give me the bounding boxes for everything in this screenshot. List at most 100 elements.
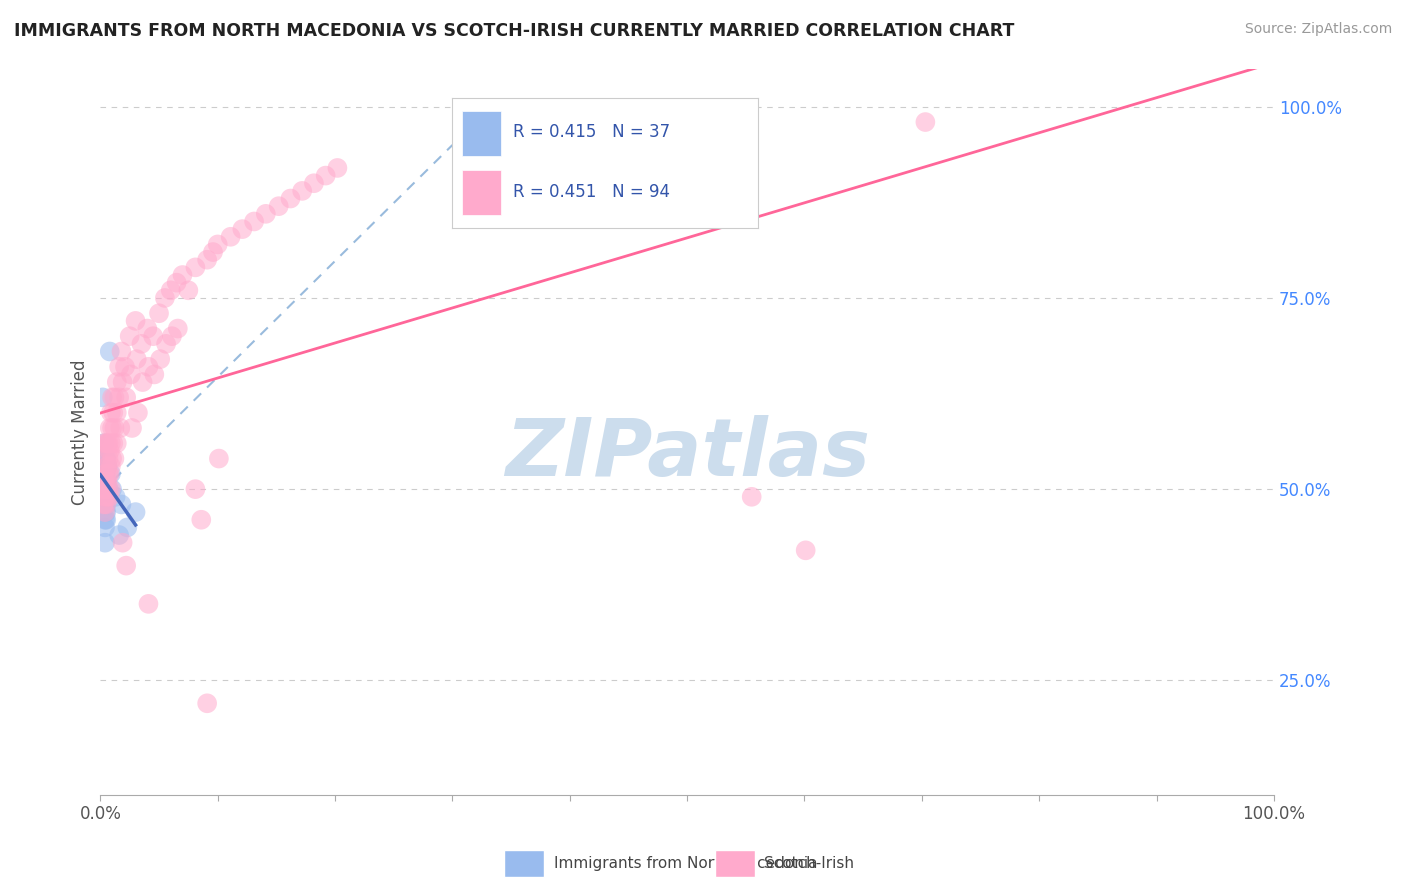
Point (96, 451, 118, 466)
Point (124, 314, 146, 328)
Point (101, 482, 124, 496)
Text: Scotch-Irish: Scotch-Irish (765, 856, 855, 871)
Point (195, 696, 218, 710)
Point (108, 390, 131, 404)
Text: IMMIGRANTS FROM NORTH MACEDONIA VS SCOTCH-IRISH CURRENTLY MARRIED CORRELATION CH: IMMIGRANTS FROM NORTH MACEDONIA VS SCOTC… (14, 22, 1015, 40)
Point (94, 451, 117, 466)
Point (98, 467, 121, 481)
Point (131, 336, 153, 351)
Point (98, 444, 121, 458)
Point (93, 475, 115, 489)
Point (105, 375, 128, 389)
Point (291, 184, 314, 198)
Point (93, 498, 115, 512)
Point (115, 390, 138, 404)
Point (96, 475, 118, 489)
Point (208, 451, 231, 466)
Point (100, 482, 122, 496)
Point (94, 482, 117, 496)
Point (115, 558, 138, 573)
Point (121, 421, 143, 435)
Point (96, 490, 118, 504)
Point (118, 329, 141, 343)
Point (190, 513, 212, 527)
Point (104, 490, 127, 504)
Point (177, 283, 200, 297)
Text: ZIPatlas: ZIPatlas (505, 415, 870, 492)
Y-axis label: Currently Married: Currently Married (72, 359, 89, 505)
Point (280, 192, 302, 206)
Point (96, 490, 118, 504)
Text: Immigrants from North Macedonia: Immigrants from North Macedonia (554, 856, 817, 871)
Point (101, 390, 124, 404)
Point (125, 352, 148, 367)
Point (94, 475, 117, 489)
Point (127, 406, 149, 420)
Point (231, 222, 253, 236)
Point (202, 245, 225, 260)
Point (108, 359, 131, 374)
Point (94, 513, 117, 527)
Point (101, 421, 124, 435)
Point (94, 535, 117, 549)
Point (98, 421, 121, 435)
Point (94, 490, 117, 504)
Point (100, 406, 122, 420)
Point (103, 390, 125, 404)
Point (100, 467, 122, 481)
Point (91, 390, 114, 404)
Point (94, 475, 117, 489)
Point (96, 513, 118, 527)
Point (302, 176, 325, 190)
Point (914, 115, 936, 129)
Point (93, 436, 115, 450)
Point (91, 451, 114, 466)
Point (96, 467, 118, 481)
Point (94, 459, 117, 474)
Point (96, 475, 118, 489)
Point (184, 482, 207, 496)
Point (315, 169, 337, 183)
Point (120, 368, 142, 382)
Point (93, 467, 115, 481)
Point (117, 520, 139, 534)
Point (195, 252, 218, 267)
Point (96, 482, 118, 496)
Point (96, 482, 118, 496)
Point (114, 359, 136, 374)
Point (149, 352, 172, 367)
Point (96, 459, 118, 474)
Point (184, 260, 207, 275)
Point (110, 344, 132, 359)
Point (103, 421, 125, 435)
Point (138, 359, 160, 374)
Point (108, 528, 131, 542)
Point (94, 451, 117, 466)
Point (682, 122, 704, 136)
Point (110, 498, 132, 512)
Point (326, 161, 349, 175)
Point (98, 344, 121, 359)
Point (93, 482, 115, 496)
Point (105, 406, 128, 420)
Point (96, 436, 118, 450)
Point (97, 482, 120, 496)
Point (94, 498, 117, 512)
Point (166, 276, 188, 290)
Point (207, 237, 229, 252)
Point (142, 329, 165, 343)
Point (153, 291, 176, 305)
Point (267, 199, 290, 213)
Point (159, 283, 181, 297)
Point (94, 490, 117, 504)
Point (103, 406, 125, 420)
Point (100, 436, 122, 450)
Point (97, 451, 120, 466)
Point (103, 451, 125, 466)
Point (105, 436, 128, 450)
Point (219, 229, 242, 244)
Point (124, 505, 146, 519)
Point (100, 459, 122, 474)
Point (96, 498, 118, 512)
Point (136, 321, 159, 335)
